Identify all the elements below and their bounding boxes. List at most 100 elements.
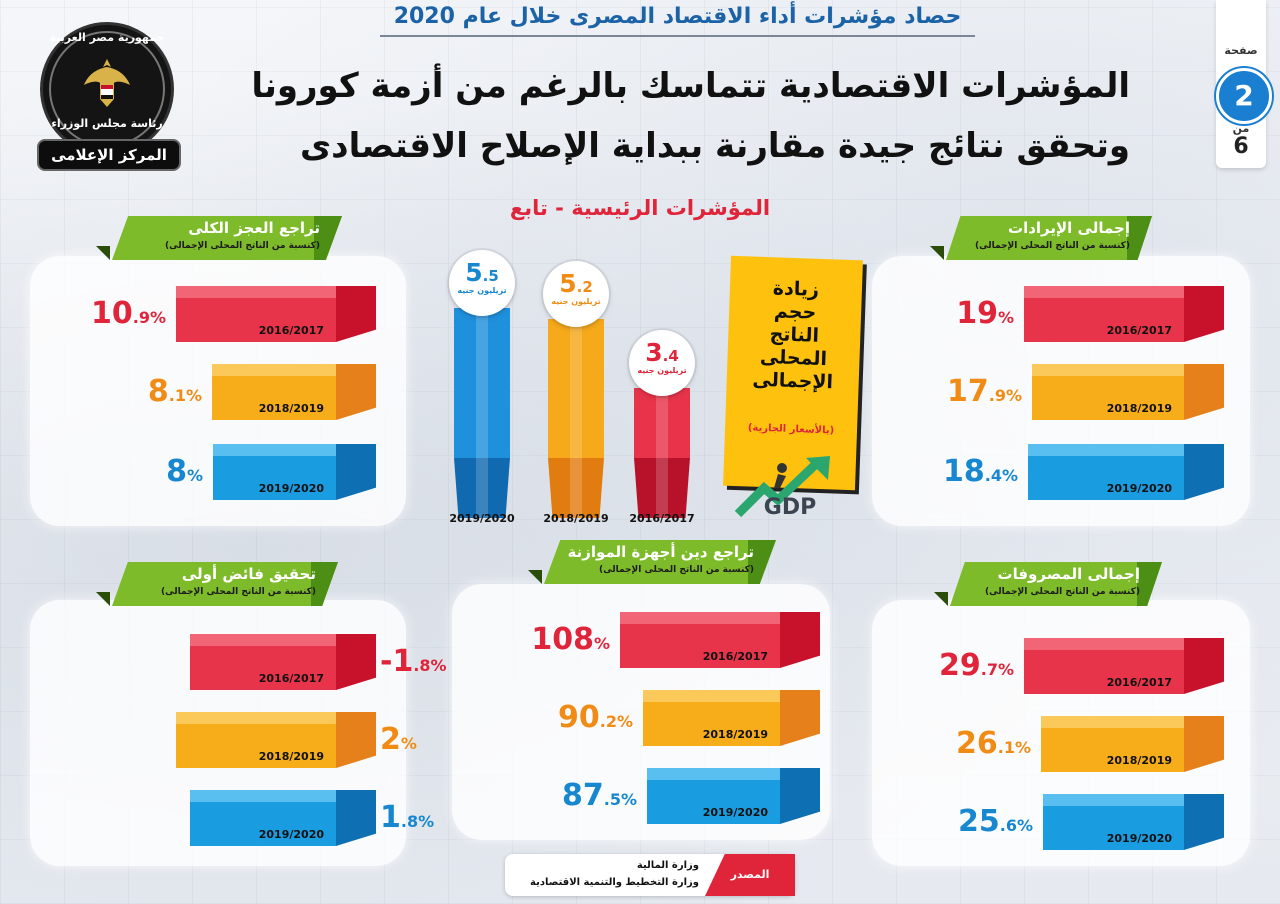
bar-value-label: 26.1% <box>956 726 1031 761</box>
gdp-value-label: 5.5 <box>465 258 499 287</box>
chart-title: تحقيق فائض أولى <box>181 565 316 583</box>
gdp-unit-label: تريليون جنيه <box>457 286 507 295</box>
gdp-value-bubble: 3.4 تريليون جنيه <box>629 330 695 396</box>
headline-line-1: المؤشرات الاقتصادية تتماسك بالرغم من أزم… <box>251 66 1130 106</box>
chart-subtitle: (كنسبة من الناتج المحلى الإجمالى) <box>975 241 1130 251</box>
bar-category-label: 2019/2020 <box>1106 832 1172 845</box>
bar-value-label: 19% <box>956 296 1014 331</box>
bar-category-label: 2016/2017 <box>1106 324 1172 337</box>
gdp-growth-icon: GDP <box>734 456 830 520</box>
gdp-unit-label: تريليون جنيه <box>551 297 601 306</box>
bar-2019/2020: 2019/2020 <box>647 768 820 824</box>
bar-2016/2017: 2016/2017 <box>1024 286 1224 342</box>
bar-category-label: 2016/2017 <box>1106 676 1172 689</box>
gdp-label-lines: زيادة حجم الناتج المحلى الإجمالى <box>726 276 862 396</box>
bar-category-label: 2018/2019 <box>258 402 324 415</box>
bar-value-label: 17.9% <box>947 374 1022 409</box>
source-line-1: وزارة المالية <box>636 860 699 871</box>
gdp-note: (بالأسعار الجارية) <box>747 422 835 437</box>
source-box: المصدر وزارة المالية وزارة التخطيط والتن… <box>505 854 795 896</box>
gdp-unit-label: تريليون جنيه <box>637 366 687 375</box>
gdp-icon-text: GDP <box>764 495 816 520</box>
headline-line-2: وتحقق نتائج جيدة مقارنة ببداية الإصلاح ا… <box>299 126 1130 166</box>
bar-category-label: 2016/2017 <box>702 650 768 663</box>
bar-2019/2020: 2019/2020 <box>213 444 376 500</box>
bar-value-label: 29.7% <box>939 648 1014 683</box>
logo-ribbon: المركز الإعلامى <box>37 139 181 171</box>
bar-value-label: 25.6% <box>958 804 1033 839</box>
gdp-label-line: الإجمالى <box>752 368 834 394</box>
bar-value-label: 1.8% <box>380 800 435 835</box>
bar-category-label: 2019/2020 <box>258 482 324 495</box>
bar-value-label: 8% <box>166 454 203 489</box>
chart-subtitle: (كنسبة من الناتج المحلى الإجمالى) <box>599 565 754 575</box>
banner-deficit: تراجع العجز الكلى (كنسبة من الناتج المحل… <box>112 216 342 260</box>
bar-2016/2017: 2016/2017 <box>620 612 820 668</box>
page-label: صفحة <box>1224 44 1258 57</box>
bar-value-label: 2% <box>380 722 417 757</box>
chart-title: إجمالى المصروفات <box>997 565 1140 583</box>
chart-subtitle: (كنسبة من الناتج المحلى الإجمالى) <box>165 241 320 251</box>
banner-debt: تراجع دين أجهزة الموازنة (كنسبة من النات… <box>544 540 776 584</box>
gdp-value-bubble: 5.2 تريليون جنيه <box>543 261 609 327</box>
chart-subtitle: (كنسبة من الناتج المحلى الإجمالى) <box>985 587 1140 597</box>
bar-2018/2019: 2018/2019 <box>1041 716 1224 772</box>
bar-value-label: 10.9% <box>91 296 166 331</box>
logo-top-text: جمهورية مصر العربية <box>49 31 165 44</box>
source-line-2: وزارة التخطيط والتنمية الاقتصادية <box>530 877 699 888</box>
bar-2016/2017: 2016/2017 <box>190 634 376 690</box>
total-pages: 6 <box>1233 134 1249 159</box>
bar-category-label: 2016/2017 <box>258 672 324 685</box>
bar-2018/2019: 2018/2019 <box>176 712 376 768</box>
top-title-rule <box>380 35 975 37</box>
banner-primary-surplus: تحقيق فائض أولى (كنسبة من الناتج المحلى … <box>112 562 338 606</box>
bar-value-label: -1.8% <box>380 644 447 679</box>
gdp-value-label: 5.2 <box>559 269 593 298</box>
bar-2018/2019: 2018/2019 <box>212 364 376 420</box>
bar-value-label: 108% <box>531 622 610 657</box>
gdp-column-category-label: 2019/2020 <box>449 512 515 525</box>
bar-category-label: 2019/2020 <box>1106 482 1172 495</box>
bar-category-label: 2018/2019 <box>702 728 768 741</box>
bar-2019/2020: 2019/2020 <box>1043 794 1224 850</box>
gdp-column-2016/2017 <box>634 388 690 518</box>
bar-category-label: 2019/2020 <box>702 806 768 819</box>
bar-value-label: 87.5% <box>562 778 637 813</box>
current-page: 2 <box>1216 68 1272 124</box>
top-title-bar: حصاد مؤشرات أداء الاقتصاد المصرى خلال عا… <box>380 4 975 37</box>
bar-2018/2019: 2018/2019 <box>1032 364 1224 420</box>
chart-title: تراجع دين أجهزة الموازنة <box>567 543 754 561</box>
gdp-value-label: 3.4 <box>645 338 679 367</box>
chart-title: إجمالى الإيرادات <box>1008 219 1130 237</box>
of-label: من <box>1232 122 1250 135</box>
chart-subtitle: (كنسبة من الناتج المحلى الإجمالى) <box>161 587 316 597</box>
banner-expenditures: إجمالى المصروفات (كنسبة من الناتج المحلى… <box>950 562 1162 606</box>
gdp-column-2018/2019 <box>548 319 604 518</box>
bar-category-label: 2018/2019 <box>1106 754 1172 767</box>
bar-2018/2019: 2018/2019 <box>643 690 820 746</box>
subheading: المؤشرات الرئيسية - تابع <box>509 196 771 220</box>
bar-value-label: 8.1% <box>147 374 202 409</box>
cabinet-media-center-logo: جمهورية مصر العربية رئاسة مجلس الوزراء ا… <box>37 22 181 171</box>
bar-value-label: 18.4% <box>943 454 1018 489</box>
gdp-column-category-label: 2018/2019 <box>543 512 609 525</box>
bar-value-label: 90.2% <box>558 700 633 735</box>
bar-2019/2020: 2019/2020 <box>190 790 376 846</box>
page-indicator: صفحة 2 من 6 <box>1200 0 1280 168</box>
bar-2016/2017: 2016/2017 <box>1024 638 1224 694</box>
gdp-value-bubble: 5.5 تريليون جنيه <box>449 250 515 316</box>
banner-revenues: إجمالى الإيرادات (كنسبة من الناتج المحلى… <box>946 216 1152 260</box>
banner-tail <box>528 570 542 584</box>
top-title: حصاد مؤشرات أداء الاقتصاد المصرى خلال عا… <box>393 4 962 29</box>
gdp-column-2019/2020 <box>454 308 510 518</box>
chart-title: تراجع العجز الكلى <box>188 219 320 237</box>
gdp-column-category-label: 2016/2017 <box>629 512 695 525</box>
bar-category-label: 2018/2019 <box>258 750 324 763</box>
bar-category-label: 2016/2017 <box>258 324 324 337</box>
bar-category-label: 2018/2019 <box>1106 402 1172 415</box>
logo-middle-text: رئاسة مجلس الوزراء <box>51 117 163 130</box>
bar-2016/2017: 2016/2017 <box>176 286 376 342</box>
source-label: المصدر <box>705 854 795 896</box>
bar-category-label: 2019/2020 <box>258 828 324 841</box>
bar-2019/2020: 2019/2020 <box>1028 444 1224 500</box>
